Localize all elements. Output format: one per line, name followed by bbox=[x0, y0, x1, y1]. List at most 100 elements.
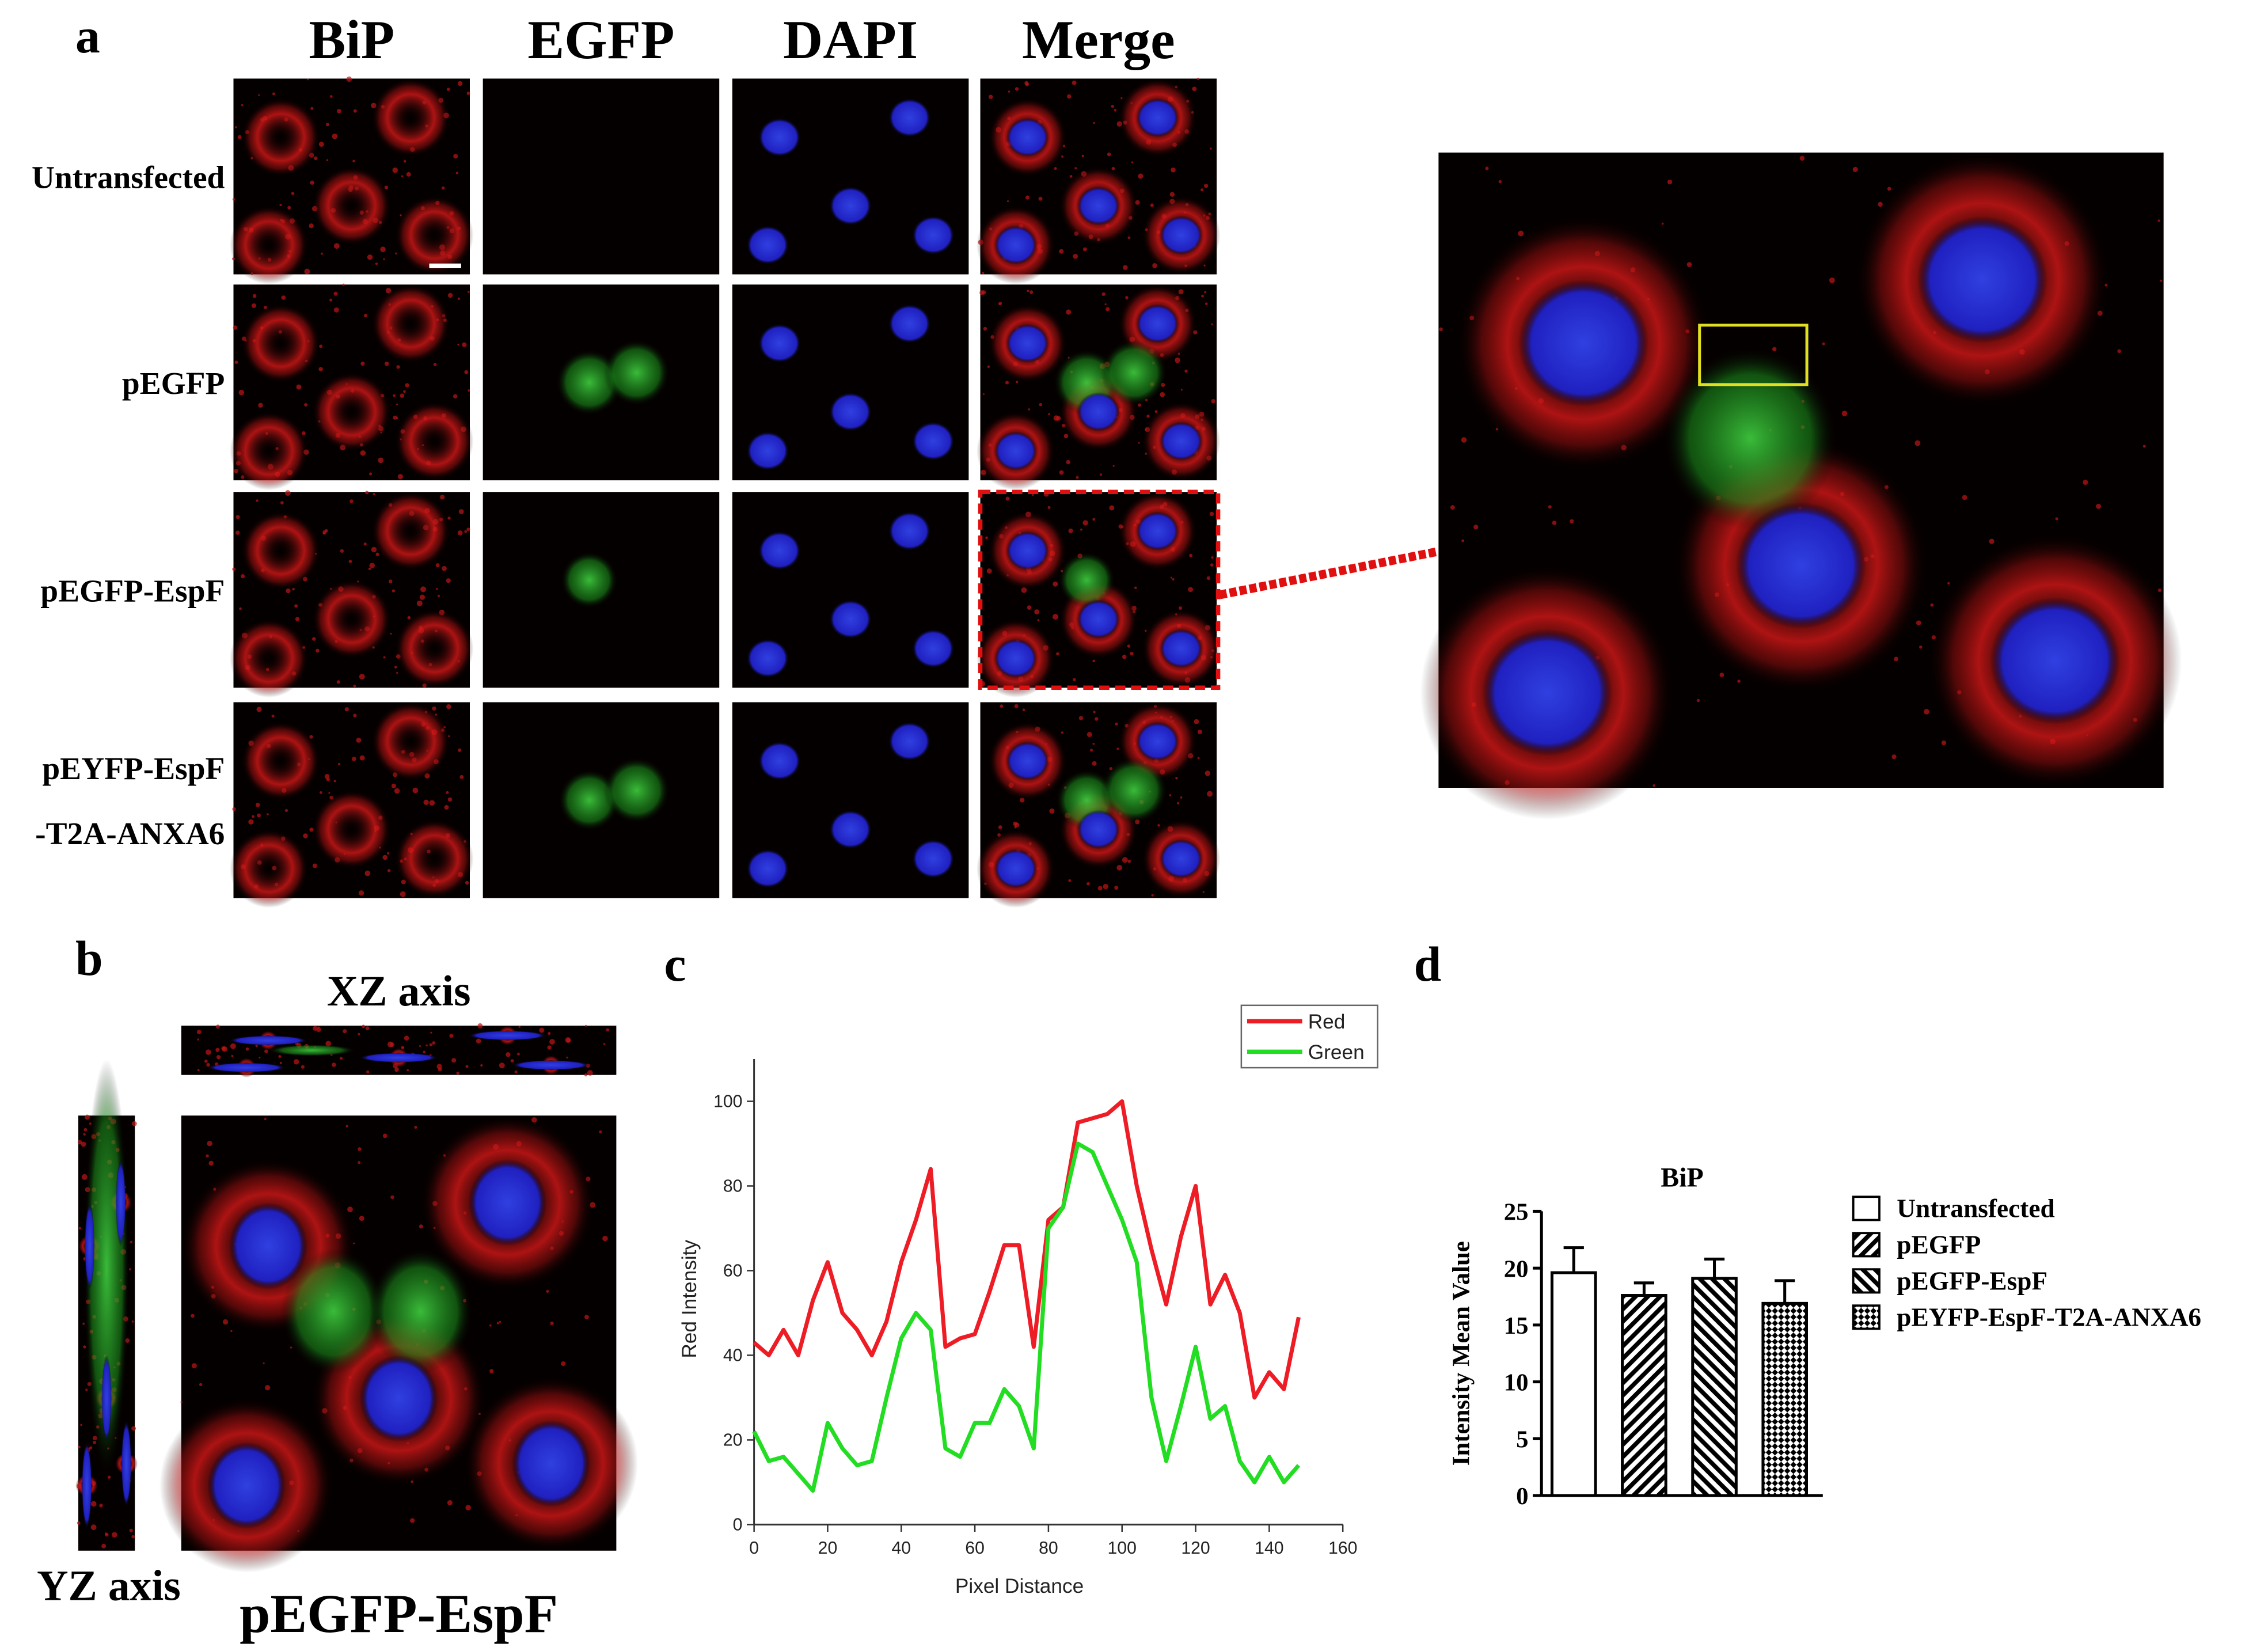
speckle bbox=[392, 589, 396, 593]
speckle bbox=[468, 389, 470, 392]
speckle bbox=[476, 1038, 481, 1044]
speckle bbox=[90, 1501, 97, 1507]
speckle bbox=[82, 1322, 85, 1325]
nucleus bbox=[1136, 304, 1179, 344]
speckle bbox=[606, 1028, 610, 1032]
speckle bbox=[1194, 719, 1199, 724]
speckle bbox=[1125, 296, 1129, 299]
line-series bbox=[753, 1099, 1301, 1400]
speckle bbox=[1076, 476, 1079, 479]
speckle bbox=[1930, 603, 1934, 607]
zoom-connector bbox=[1218, 547, 1439, 599]
speckle bbox=[1473, 525, 1479, 530]
legend-swatch bbox=[1852, 1195, 1880, 1221]
speckle bbox=[352, 757, 356, 761]
speckle bbox=[359, 674, 365, 680]
speckle bbox=[344, 707, 349, 712]
speckle bbox=[251, 303, 257, 308]
speckle bbox=[548, 1031, 551, 1035]
legend-label: Red bbox=[1308, 1011, 1346, 1033]
nucleus bbox=[746, 639, 789, 678]
x-tick-label: 60 bbox=[965, 1539, 985, 1558]
speckle bbox=[241, 104, 244, 107]
speckle bbox=[489, 1369, 494, 1373]
speckle bbox=[367, 254, 373, 260]
nucleus bbox=[994, 849, 1038, 889]
speckle bbox=[264, 1385, 271, 1391]
speckle bbox=[419, 1045, 421, 1047]
speckle bbox=[1081, 154, 1084, 157]
cell bbox=[230, 619, 309, 698]
nucleus bbox=[121, 1420, 132, 1508]
speckle bbox=[83, 1133, 86, 1136]
speckle bbox=[77, 1521, 81, 1525]
speckle bbox=[286, 588, 291, 594]
cell bbox=[395, 609, 474, 688]
speckle bbox=[310, 107, 314, 110]
speckle bbox=[1570, 519, 1574, 523]
speckle bbox=[353, 713, 357, 718]
cell bbox=[1058, 552, 1115, 609]
cell bbox=[241, 304, 320, 383]
nucleus bbox=[746, 225, 789, 265]
speckle bbox=[1047, 506, 1051, 509]
speckle bbox=[191, 1363, 197, 1369]
speckle bbox=[132, 1121, 137, 1126]
speckle bbox=[432, 1041, 436, 1045]
speckle bbox=[1498, 180, 1502, 184]
speckle bbox=[1192, 86, 1197, 92]
speckle bbox=[329, 95, 333, 98]
speckle bbox=[85, 1114, 90, 1120]
nucleus bbox=[1136, 511, 1179, 551]
speckle bbox=[252, 815, 254, 818]
speckle bbox=[419, 1224, 423, 1229]
error-bar bbox=[1775, 1279, 1795, 1304]
nucleus bbox=[1006, 741, 1049, 781]
speckle bbox=[83, 1345, 86, 1349]
speckle bbox=[1000, 704, 1004, 708]
bar bbox=[1550, 1271, 1597, 1497]
speckle bbox=[279, 1061, 282, 1064]
speckle bbox=[989, 94, 993, 99]
speckle bbox=[255, 1045, 258, 1047]
chart-title: BiP bbox=[1661, 1163, 1703, 1193]
speckle bbox=[430, 1031, 432, 1034]
speckle bbox=[451, 1058, 457, 1063]
speckle bbox=[1450, 505, 1455, 510]
speckle bbox=[446, 578, 451, 583]
nucleus bbox=[1735, 502, 1867, 629]
nucleus bbox=[758, 117, 801, 157]
speckle bbox=[403, 390, 406, 393]
speckle bbox=[257, 813, 261, 818]
speckle bbox=[319, 791, 322, 794]
cell bbox=[241, 722, 320, 800]
cell bbox=[395, 819, 474, 898]
speckle bbox=[349, 499, 354, 503]
y-tick-label: 60 bbox=[723, 1262, 743, 1281]
speckle bbox=[2117, 349, 2121, 354]
cell bbox=[241, 98, 320, 177]
y-tick-label: 20 bbox=[1504, 1255, 1529, 1282]
nucleus bbox=[1160, 215, 1203, 255]
speckle bbox=[267, 813, 269, 815]
error-bar bbox=[1563, 1246, 1584, 1273]
speckle bbox=[81, 1141, 86, 1147]
speckle bbox=[215, 1047, 220, 1052]
speckle bbox=[453, 394, 458, 398]
speckle bbox=[301, 1065, 305, 1069]
speckle bbox=[423, 1050, 426, 1053]
cell bbox=[561, 552, 618, 609]
speckle bbox=[363, 313, 367, 317]
speckle bbox=[294, 604, 298, 608]
nucleus bbox=[888, 722, 931, 761]
speckle bbox=[312, 637, 316, 641]
nucleus bbox=[229, 1035, 307, 1046]
speckle bbox=[232, 198, 235, 201]
speckle bbox=[358, 1161, 361, 1164]
speckle bbox=[426, 1044, 428, 1047]
speckle bbox=[1211, 323, 1213, 325]
speckle bbox=[404, 1035, 409, 1041]
speckle bbox=[1082, 247, 1087, 252]
nucleus bbox=[115, 1159, 126, 1246]
nucleus bbox=[1006, 324, 1049, 363]
